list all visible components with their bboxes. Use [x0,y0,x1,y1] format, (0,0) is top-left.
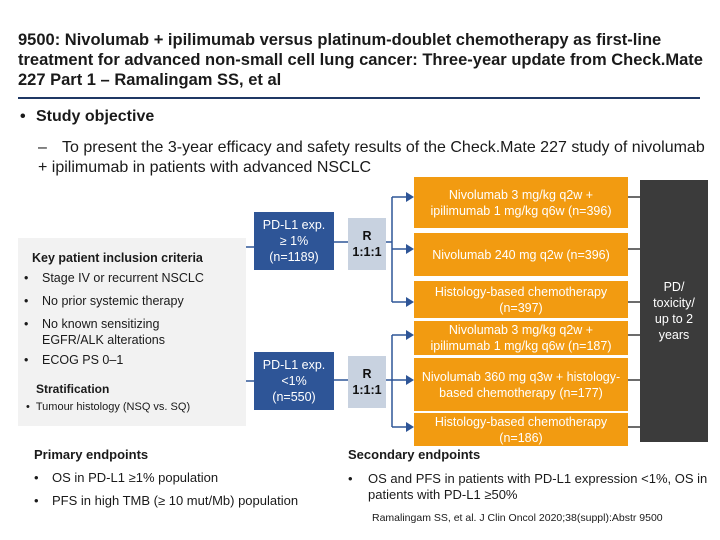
arm-nivo-ipi: Nivolumab 3 mg/kg q2w + ipilimumab 1 mg/… [414,177,628,228]
primary-endpoint-item: • OS in PD-L1 ≥1% population [34,470,218,485]
dash: – [38,139,47,156]
bullet: • [24,294,29,308]
stratification-heading: Stratification [36,382,110,396]
inclusion-heading: Key patient inclusion criteria [32,251,203,265]
bullet: • [24,317,29,331]
bullet: • [26,401,30,413]
inclusion-panel [18,238,246,426]
bullet: • [20,108,26,125]
objective-heading-row: • Study objective [20,108,154,126]
primary-endpoint-item: • PFS in high TMB (≥ 10 mut/Mb) populatio… [34,493,298,508]
treatment-duration-box: PD/ toxicity/ up to 2 years [640,180,708,442]
randomization-box: R 1:1:1 [348,218,386,270]
bullet: • [24,353,29,367]
objective-heading: Study objective [36,108,155,125]
inclusion-item-text: ECOG PS 0–1 [42,353,124,367]
treatment-duration-text: PD/ toxicity/ up to 2 years [653,280,695,342]
secondary-endpoints-heading: Secondary endpoints [348,447,481,462]
arm-nivo-mono: Nivolumab 240 mg q2w (n=396) [414,233,628,276]
primary-endpoints-heading: Primary endpoints [34,447,149,462]
bullet: • [34,493,39,508]
inclusion-item-text: Stage IV or recurrent NSCLC [42,271,204,285]
primary-endpoint-text: PFS in high TMB (≥ 10 mut/Mb) population [52,493,299,508]
slide-title: 9500: Nivolumab + ipilimumab versus plat… [18,31,703,89]
inclusion-item: • No known sensitizing EGFR/ALK alteratio… [24,316,220,348]
inclusion-item: • No prior systemic therapy [24,293,244,309]
primary-endpoint-text: OS in PD-L1 ≥1% population [52,470,219,485]
arm-nivo-chemo: Nivolumab 360 mg q3w + histology-based c… [414,358,628,411]
inclusion-item-text: No prior systemic therapy [42,294,184,308]
inclusion-item: • ECOG PS 0–1 [24,352,244,368]
bullet: • [348,471,353,486]
inclusion-item: • Stage IV or recurrent NSCLC [24,270,244,286]
bullet: • [34,470,39,485]
cohort-pdl1-negative: PD-L1 exp. <1% (n=550) [254,352,334,410]
randomization-box: R 1:1:1 [348,356,386,408]
arm-nivo-ipi: Nivolumab 3 mg/kg q2w + ipilimumab 1 mg/… [414,321,628,355]
reference-citation: Ramalingam SS, et al. J Clin Oncol 2020;… [372,512,663,524]
stratification-item: • Tumour histology (NSQ vs. SQ) [26,401,190,413]
bullet: • [24,271,29,285]
cohort-pdl1-positive: PD-L1 exp. ≥ 1% (n=1189) [254,212,334,270]
title-divider [18,97,700,99]
secondary-endpoint-item: • OS and PFS in patients with PD-L1 expre… [348,471,708,503]
inclusion-item-text: No known sensitizing EGFR/ALK alteration… [42,317,165,347]
arm-chemo: Histology-based chemotherapy (n=186) [414,413,628,446]
secondary-endpoint-text: OS and PFS in patients with PD-L1 expres… [368,471,708,502]
arm-chemo: Histology-based chemotherapy (n=397) [414,281,628,318]
objective-text-row: – To present the 3-year efficacy and safe… [38,138,708,178]
objective-text: To present the 3-year efficacy and safet… [38,139,705,176]
stratification-item-text: Tumour histology (NSQ vs. SQ) [35,401,191,413]
